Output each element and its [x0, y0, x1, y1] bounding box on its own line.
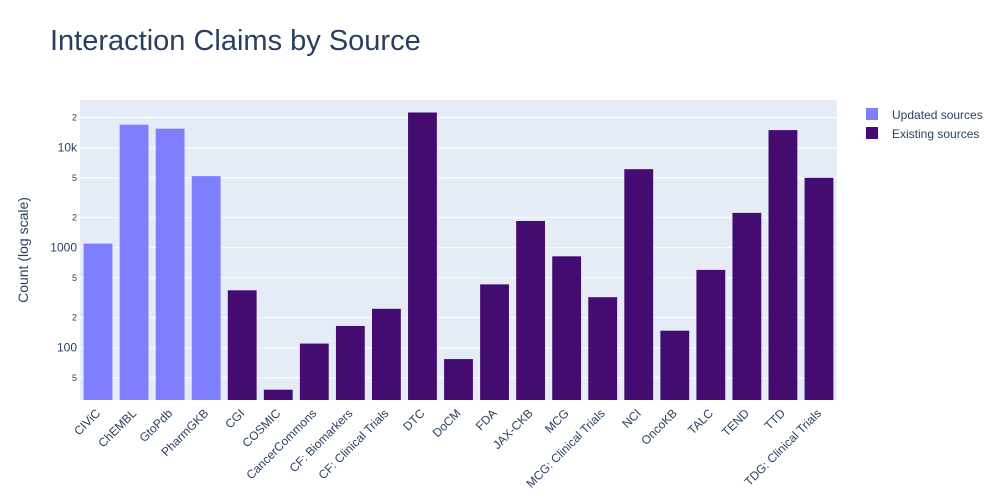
bars	[83, 112, 834, 401]
legend-label-existing: Existing sources	[892, 127, 979, 141]
y-minor-tick-label: 2	[72, 213, 77, 223]
bar-gtopdb[interactable]	[155, 128, 185, 400]
y-minor-tick-label: 2	[72, 313, 77, 323]
x-tick-label: OncoKB	[638, 406, 680, 448]
bar-tdg-clinical-trials[interactable]	[804, 177, 834, 400]
bar-pharmgkb[interactable]	[191, 176, 221, 400]
bar-mcg[interactable]	[552, 256, 582, 400]
bar-nci[interactable]	[624, 169, 654, 400]
x-tick-label: FDA	[473, 406, 500, 433]
bar-oncokb[interactable]	[660, 330, 690, 400]
x-tick-label: CIViC	[71, 406, 103, 438]
bar-tend[interactable]	[732, 212, 762, 400]
x-tick-label: DoCM	[430, 406, 464, 440]
x-tick-label: TTD	[762, 406, 789, 433]
x-tick-label: MCG	[542, 406, 572, 436]
bar-cf-clinical-trials[interactable]	[371, 308, 401, 400]
x-tick-label: NCI	[619, 406, 644, 431]
bar-mcg-clinical-trials[interactable]	[588, 297, 618, 400]
bar-fda[interactable]	[480, 284, 509, 400]
y-minor-tick-label: 5	[72, 173, 77, 183]
x-tick-label: TALC	[685, 406, 716, 437]
bar-docm[interactable]	[444, 359, 473, 400]
x-tick-label: DTC	[400, 406, 428, 434]
bar-dtc[interactable]	[408, 112, 437, 401]
bar-ttd[interactable]	[768, 130, 798, 400]
y-tick-label: 1000	[50, 241, 77, 255]
y-minor-tick-label: 5	[72, 273, 77, 283]
bar-civic[interactable]	[83, 243, 113, 400]
bar-talc[interactable]	[696, 269, 726, 400]
y-axis-ticks: 100 1000 10k 5 2 5 2 5 2	[50, 113, 78, 383]
bar-chembl[interactable]	[119, 124, 149, 400]
y-tick-label: 10k	[58, 141, 78, 155]
legend-swatch-updated	[866, 108, 878, 120]
bar-cf-biomarkers[interactable]	[335, 325, 365, 400]
y-axis-label: Count (log scale)	[15, 197, 31, 303]
x-tick-label: TEND	[719, 406, 752, 439]
chart-title: Interaction Claims by Source	[50, 25, 421, 57]
x-tick-label: ChEMBL	[95, 406, 139, 450]
y-minor-tick-label: 5	[72, 373, 77, 383]
legend-label-updated: Updated sources	[892, 108, 983, 122]
x-tick-label: CF: Biomarkers	[287, 406, 356, 475]
y-tick-label: 100	[57, 341, 77, 355]
legend-item-existing[interactable]: Existing sources	[866, 127, 979, 141]
bar-jax-ckb[interactable]	[516, 220, 546, 400]
legend-swatch-existing	[866, 127, 878, 139]
bar-cosmic[interactable]	[263, 389, 293, 400]
bar-cancercommons[interactable]	[299, 343, 329, 400]
x-tick-label: JAX-CKB	[490, 406, 536, 452]
legend: Updated sources Existing sources	[866, 108, 983, 141]
legend-item-updated[interactable]: Updated sources	[866, 108, 983, 122]
bar-cgi[interactable]	[227, 290, 257, 400]
x-tick-label: CGI	[222, 406, 247, 431]
y-minor-tick-label: 2	[72, 113, 77, 123]
